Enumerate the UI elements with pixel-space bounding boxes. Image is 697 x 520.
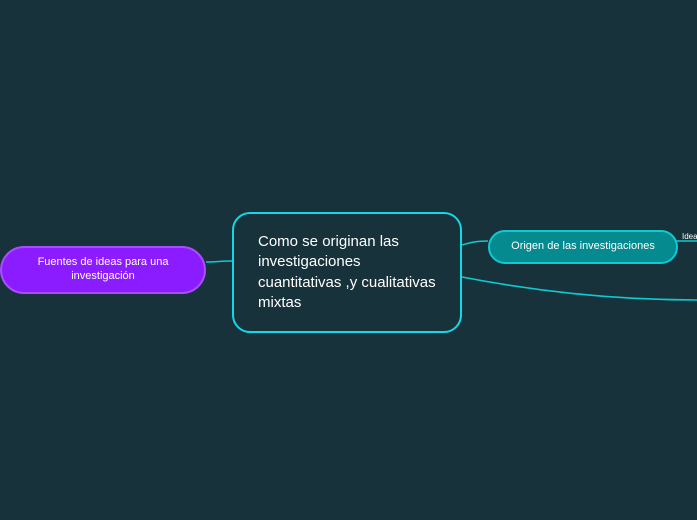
right-far-label-idea: Idea	[682, 232, 697, 241]
right-branch-node-origen[interactable]: Origen de las investigaciones	[488, 230, 678, 264]
connector-edge	[206, 261, 232, 262]
central-topic-text: Como se originan las investigaciones cua…	[258, 232, 436, 313]
central-topic-node[interactable]: Como se originan las investigaciones cua…	[232, 212, 462, 333]
far-label-text: Idea	[682, 232, 697, 241]
right-branch-label: Origen de las investigaciones	[511, 240, 655, 254]
left-branch-node-fuentes[interactable]: Fuentes de ideas para una investigación	[0, 246, 206, 294]
connector-edge	[462, 241, 488, 245]
left-branch-label: Fuentes de ideas para una investigación	[20, 256, 186, 284]
connector-edge	[462, 277, 697, 300]
